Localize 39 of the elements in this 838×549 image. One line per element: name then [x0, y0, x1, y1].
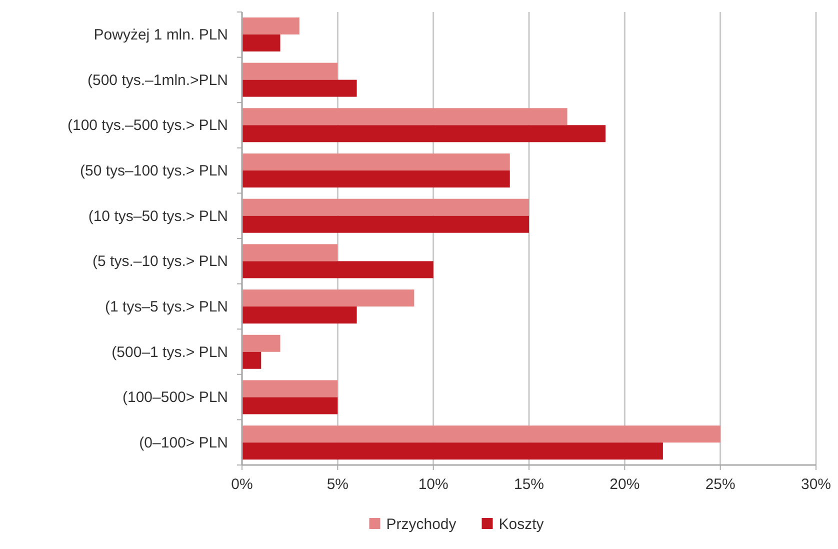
y-tick-label: (1 tys–5 tys.> PLN	[105, 298, 228, 316]
bar	[242, 261, 434, 278]
bar	[242, 334, 280, 352]
legend-label: Przychody	[386, 516, 457, 533]
x-tick-label: 0%	[231, 476, 253, 493]
y-tick-label: (0–100> PLN	[139, 434, 228, 452]
y-tick-label: (50 tys–100 tys.> PLN	[80, 162, 228, 180]
x-tick-label: 25%	[705, 476, 736, 493]
bar	[242, 244, 338, 262]
bar	[242, 17, 300, 34]
y-tick-label: (500–1 tys.> PLN	[112, 344, 228, 361]
x-tick-label: 20%	[610, 476, 640, 493]
bar	[242, 108, 568, 126]
legend-label: Koszty	[498, 516, 544, 533]
x-tick-label: 5%	[326, 476, 349, 493]
y-tick-label: (100–500> PLN	[122, 389, 228, 406]
bar	[242, 290, 414, 307]
bar	[242, 352, 262, 369]
bar	[242, 34, 280, 52]
y-tick-label: (500 tys.–1mln.>PLN	[88, 72, 228, 89]
bar	[242, 306, 357, 324]
bar	[242, 397, 338, 414]
bar	[242, 153, 510, 170]
x-tick-label: 15%	[514, 476, 544, 493]
y-tick-label: (5 tys.–10 tys.> PLN	[92, 253, 228, 270]
bar	[242, 125, 606, 142]
bar	[242, 62, 338, 80]
bar	[242, 170, 510, 188]
bar	[242, 442, 663, 460]
y-tick-label: (100 tys.–500 tys.> PLN	[67, 117, 228, 134]
bar	[242, 80, 357, 97]
y-tick-label: (10 tys–50 tys.> PLN	[88, 208, 228, 225]
bar	[242, 426, 720, 443]
bar	[242, 198, 529, 216]
x-tick-label: 10%	[418, 476, 448, 493]
x-tick-label: 30%	[800, 476, 832, 493]
bar	[242, 380, 338, 398]
bar	[242, 216, 529, 233]
y-tick-label: Powyżej 1 mln. PLN	[94, 26, 228, 44]
